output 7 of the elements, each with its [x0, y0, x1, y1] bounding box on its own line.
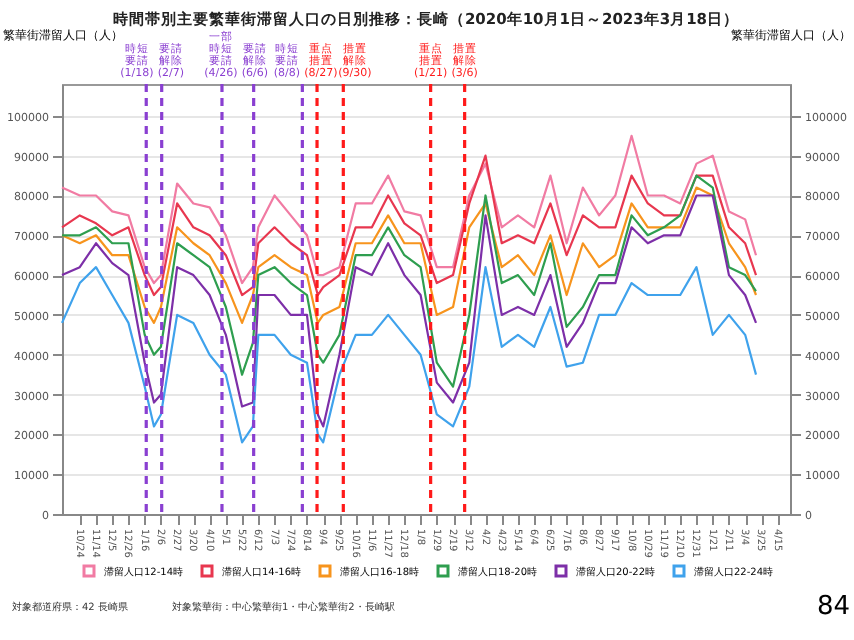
line-series	[60, 154, 758, 297]
line-series	[60, 174, 758, 388]
text: 84	[816, 592, 850, 622]
line-series	[60, 186, 758, 324]
line-series	[60, 194, 758, 428]
line-series	[60, 134, 758, 285]
line-series	[60, 266, 758, 444]
